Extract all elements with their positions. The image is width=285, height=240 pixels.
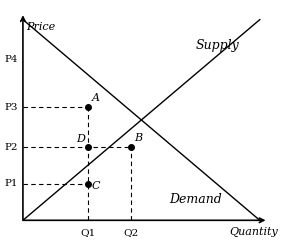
Text: D: D (76, 134, 85, 144)
Text: A: A (91, 93, 99, 103)
Text: P2: P2 (4, 143, 18, 152)
Text: P1: P1 (4, 179, 18, 188)
Text: Q1: Q1 (80, 228, 95, 237)
Text: Supply: Supply (195, 39, 239, 52)
Text: B: B (135, 133, 142, 143)
Text: Q2: Q2 (123, 228, 138, 237)
Text: Quantity: Quantity (229, 227, 278, 237)
Text: Price: Price (26, 22, 55, 32)
Text: Demand: Demand (169, 193, 222, 206)
Text: P3: P3 (4, 103, 18, 112)
Text: C: C (91, 181, 100, 192)
Text: P4: P4 (4, 55, 18, 64)
